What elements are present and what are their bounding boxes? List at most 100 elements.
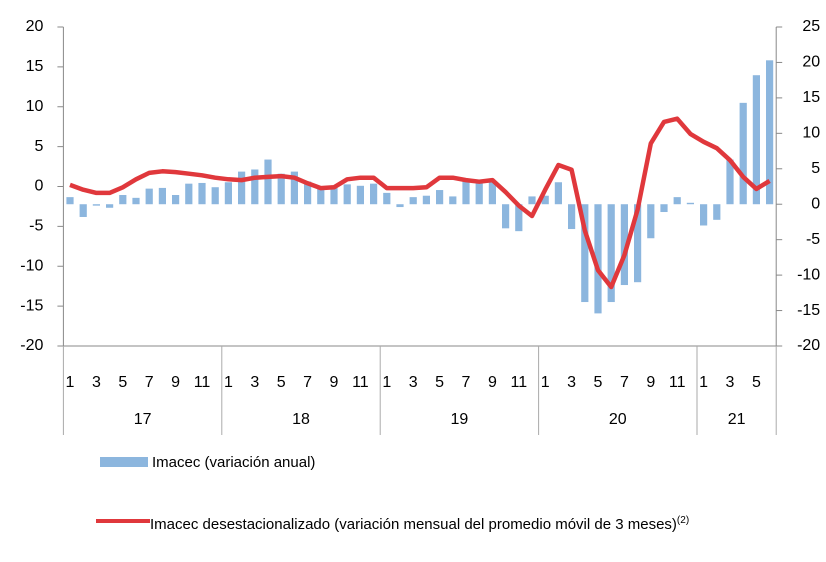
bar bbox=[502, 204, 510, 229]
bar bbox=[277, 173, 285, 205]
bar bbox=[396, 204, 404, 208]
bar bbox=[422, 195, 430, 205]
y-tick-label: 15 bbox=[26, 58, 44, 75]
bar bbox=[330, 187, 338, 205]
bar bbox=[726, 159, 734, 205]
bar bbox=[515, 204, 523, 232]
x-tick-label: 7 bbox=[303, 374, 312, 391]
x-tick-label: 3 bbox=[567, 374, 576, 391]
bar bbox=[185, 183, 193, 205]
bar bbox=[436, 190, 444, 205]
x-tick-label: 3 bbox=[250, 374, 259, 391]
bar bbox=[132, 197, 140, 205]
x-tick-label: 9 bbox=[488, 374, 497, 391]
x-tick-label: 9 bbox=[171, 374, 180, 391]
y2-tick-label: 5 bbox=[811, 160, 820, 177]
x-tick-label: 11 bbox=[669, 374, 686, 391]
bar bbox=[686, 202, 694, 205]
bar bbox=[607, 204, 615, 303]
bar bbox=[634, 204, 642, 283]
x-tick-label: 7 bbox=[620, 374, 629, 391]
bar bbox=[106, 204, 114, 208]
legend-label: Imacec desestacionalizado (variación men… bbox=[150, 510, 800, 536]
bar bbox=[66, 197, 74, 205]
y-tick-label: -20 bbox=[20, 337, 43, 354]
bar bbox=[554, 182, 562, 205]
x-tick-label: 1 bbox=[541, 374, 550, 391]
y2-tick-label: 25 bbox=[802, 18, 820, 35]
x-tick-label: 11 bbox=[194, 374, 211, 391]
y2-tick-label: 10 bbox=[802, 125, 820, 142]
bar bbox=[343, 184, 351, 205]
bar bbox=[317, 186, 325, 205]
bar bbox=[475, 180, 483, 205]
y-tick-label: -5 bbox=[29, 218, 43, 235]
legend-label-wrap: Imacec desestacionalizado (variación men… bbox=[150, 510, 800, 536]
x-tick-label: 3 bbox=[409, 374, 418, 391]
bar bbox=[211, 187, 219, 205]
bar bbox=[172, 195, 180, 205]
year-label: 19 bbox=[451, 411, 469, 428]
x-tick-label: 7 bbox=[462, 374, 471, 391]
y2-tick-label: -10 bbox=[797, 266, 820, 283]
year-label: 18 bbox=[292, 411, 310, 428]
x-tick-label: 9 bbox=[330, 374, 339, 391]
bar bbox=[409, 197, 417, 205]
x-tick-label: 1 bbox=[382, 374, 391, 391]
bar bbox=[290, 171, 298, 205]
bar bbox=[713, 204, 721, 220]
x-tick-label: 5 bbox=[752, 374, 761, 391]
y2-tick-label: 0 bbox=[811, 195, 820, 212]
bar bbox=[198, 182, 206, 205]
x-tick-label: 3 bbox=[92, 374, 101, 391]
x-tick-label: 5 bbox=[118, 374, 127, 391]
y-tick-label: 20 bbox=[26, 18, 44, 35]
y2-tick-label: 15 bbox=[802, 89, 820, 106]
bar bbox=[224, 182, 232, 205]
bar bbox=[356, 185, 364, 205]
line bbox=[69, 116, 771, 290]
x-tick-label: 1 bbox=[66, 374, 75, 391]
legend-note: (2) bbox=[676, 515, 690, 526]
x-tick-label: 3 bbox=[726, 374, 735, 391]
bar bbox=[92, 204, 100, 206]
bar bbox=[739, 102, 747, 205]
x-tick-label: 5 bbox=[594, 374, 603, 391]
x-tick-label: 1 bbox=[699, 374, 708, 391]
bar bbox=[528, 196, 536, 205]
x-tick-label: 9 bbox=[646, 374, 655, 391]
x-tick-label: 11 bbox=[510, 374, 527, 391]
legend-text: Imacec desestacionalizado (variación men… bbox=[150, 516, 677, 533]
year-label: 21 bbox=[728, 411, 746, 428]
legend-label: Imacec (variación anual) bbox=[152, 454, 315, 471]
bar bbox=[660, 204, 668, 213]
x-tick-label: 5 bbox=[435, 374, 444, 391]
year-label: 20 bbox=[609, 411, 627, 428]
x-tick-label: 7 bbox=[145, 374, 154, 391]
bar bbox=[264, 159, 272, 205]
bar bbox=[449, 196, 457, 205]
x-tick-label: 1 bbox=[224, 374, 233, 391]
y-tick-label: 5 bbox=[34, 138, 43, 155]
y-tick-label: 10 bbox=[26, 98, 44, 115]
legend-swatch-bar bbox=[100, 457, 148, 467]
bar bbox=[79, 204, 87, 217]
bar bbox=[383, 192, 391, 205]
bar bbox=[700, 204, 708, 226]
year-label: 17 bbox=[134, 411, 152, 428]
bar bbox=[766, 60, 774, 205]
bar bbox=[647, 204, 655, 239]
y2-tick-label: 20 bbox=[802, 54, 820, 71]
x-tick-label: 11 bbox=[352, 374, 369, 391]
bar bbox=[594, 204, 602, 314]
y2-tick-label: -20 bbox=[797, 337, 820, 354]
y2-tick-label: -5 bbox=[806, 231, 820, 248]
y-tick-label: -10 bbox=[20, 257, 43, 274]
x-tick-label: 5 bbox=[277, 374, 286, 391]
bar bbox=[304, 181, 312, 205]
bar bbox=[238, 171, 246, 205]
y-tick-label: 0 bbox=[34, 178, 43, 195]
bar bbox=[251, 169, 259, 205]
y2-tick-label: -15 bbox=[797, 302, 820, 319]
